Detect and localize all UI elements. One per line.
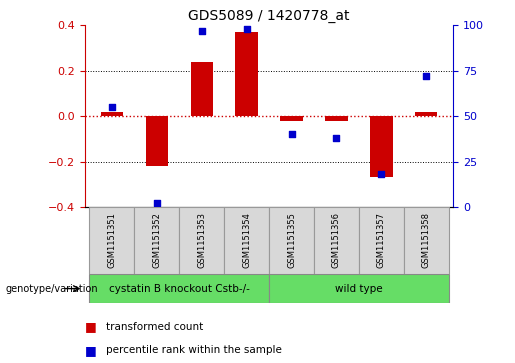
Bar	[179, 207, 224, 274]
Text: cystatin B knockout Cstb-/-: cystatin B knockout Cstb-/-	[109, 284, 250, 294]
Text: GSM1151357: GSM1151357	[377, 212, 386, 269]
Bar	[325, 116, 348, 121]
Point	[377, 171, 385, 177]
Point	[243, 26, 251, 32]
Bar	[359, 207, 404, 274]
Bar	[134, 207, 179, 274]
Bar	[146, 116, 168, 166]
Text: GSM1151356: GSM1151356	[332, 212, 341, 269]
Text: percentile rank within the sample: percentile rank within the sample	[106, 345, 282, 355]
Title: GDS5089 / 1420778_at: GDS5089 / 1420778_at	[188, 9, 350, 23]
Point	[332, 135, 340, 141]
Bar	[269, 274, 449, 303]
Text: GSM1151352: GSM1151352	[152, 213, 161, 268]
Point	[153, 200, 161, 206]
Bar	[269, 207, 314, 274]
Point	[287, 131, 296, 137]
Bar	[90, 274, 269, 303]
Point	[198, 28, 206, 34]
Point	[422, 73, 431, 79]
Bar	[404, 207, 449, 274]
Point	[108, 104, 116, 110]
Text: transformed count: transformed count	[106, 322, 203, 332]
Text: GSM1151354: GSM1151354	[242, 213, 251, 268]
Text: GSM1151353: GSM1151353	[197, 212, 206, 269]
Text: ■: ■	[85, 344, 97, 357]
Text: GSM1151358: GSM1151358	[422, 212, 431, 269]
Bar	[101, 112, 123, 116]
Text: GSM1151351: GSM1151351	[108, 213, 116, 268]
Bar	[235, 32, 258, 116]
Text: genotype/variation: genotype/variation	[5, 284, 98, 294]
Bar	[224, 207, 269, 274]
Bar	[191, 62, 213, 116]
Bar	[280, 116, 303, 121]
Bar	[90, 207, 134, 274]
Text: GSM1151355: GSM1151355	[287, 213, 296, 268]
Bar	[314, 207, 359, 274]
Bar	[370, 116, 392, 178]
Text: wild type: wild type	[335, 284, 383, 294]
Text: ■: ■	[85, 320, 97, 333]
Bar	[415, 112, 437, 116]
